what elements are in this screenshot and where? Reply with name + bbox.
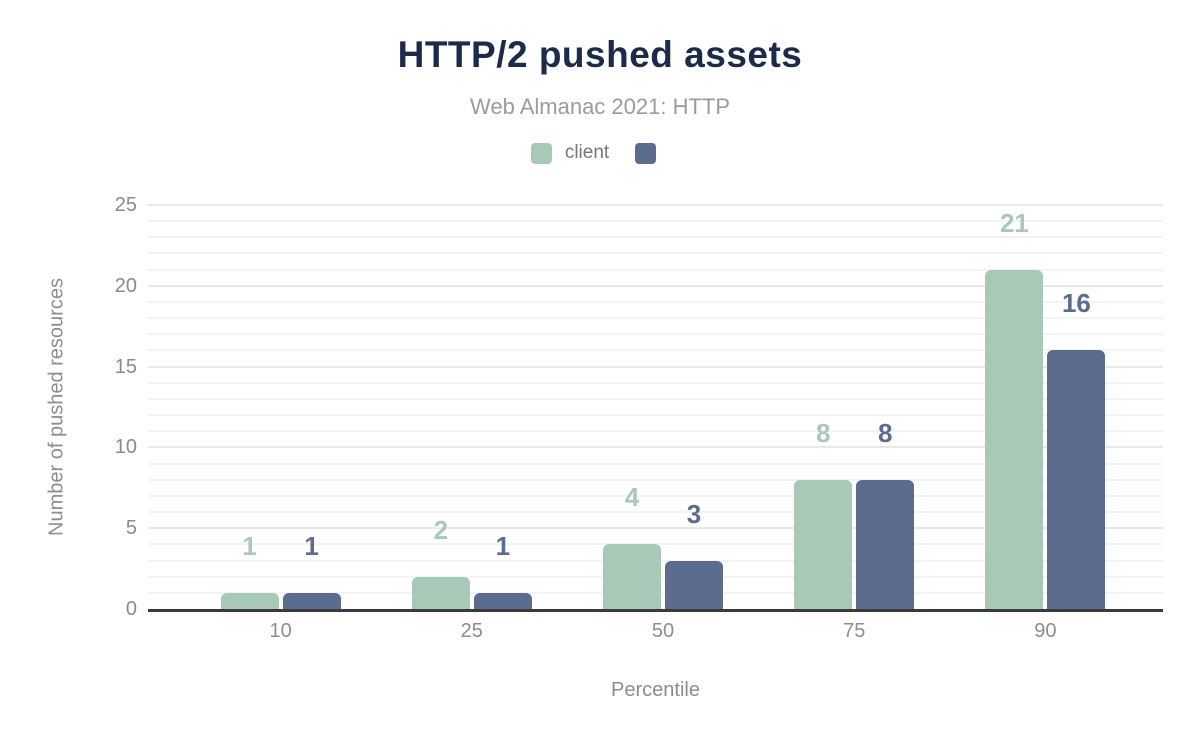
chart-subtitle: Web Almanac 2021: HTTP xyxy=(469,94,731,119)
bar-client-p25[interactable]: 2 xyxy=(411,517,470,609)
bar-groups: 1 1 2 1 4 3 8 8 21 16 xyxy=(185,205,1141,609)
x-axis-category-labels: 10 25 50 75 90 xyxy=(185,620,1141,643)
gridline-minor xyxy=(148,333,1163,336)
bar-value-label: 16 xyxy=(1061,288,1091,319)
x-category-label: 25 xyxy=(460,620,483,642)
legend-swatch xyxy=(530,142,552,164)
y-tick-label: 20 xyxy=(114,274,137,297)
gridline-major xyxy=(148,284,1163,287)
gridline-minor xyxy=(148,430,1163,433)
y-tick-label: 25 xyxy=(114,194,137,216)
bar-value-label: 3 xyxy=(686,498,702,529)
bar-client-p10[interactable]: 1 xyxy=(220,533,279,609)
gridline-major xyxy=(148,527,1163,530)
gridline-minor xyxy=(148,300,1163,303)
x-axis-title: Percentile xyxy=(611,679,700,701)
gridline-major xyxy=(148,365,1163,368)
bar-value-label: 1 xyxy=(495,530,511,561)
gridline-minor xyxy=(148,349,1163,352)
bar-series2-p75[interactable]: 8 xyxy=(856,420,915,609)
gridline-minor xyxy=(148,236,1163,239)
bar-series2-p10[interactable]: 1 xyxy=(282,533,341,609)
x-category-label: 50 xyxy=(651,620,675,642)
gridline-minor xyxy=(148,252,1163,255)
legend-swatch xyxy=(635,142,657,164)
x-category-label: 75 xyxy=(843,620,866,642)
bar-client-p75[interactable]: 8 xyxy=(794,420,853,609)
gridline-minor xyxy=(148,494,1163,497)
chart-title: HTTP/2 pushed assets xyxy=(397,34,803,75)
bar-client-p90[interactable]: 21 xyxy=(985,210,1044,609)
gridline-minor xyxy=(148,381,1163,384)
bar-value-label: 1 xyxy=(242,530,257,561)
gridline-minor xyxy=(148,414,1163,417)
bar-group-90: 21 16 xyxy=(950,205,1141,609)
bar-series2-p90[interactable]: 16 xyxy=(1047,290,1106,609)
y-tick-label: 15 xyxy=(114,355,137,378)
gridline-minor xyxy=(148,220,1163,223)
bar-client-p50[interactable]: 4 xyxy=(603,484,661,609)
gridline-minor xyxy=(148,317,1163,320)
y-tick-label: 10 xyxy=(114,436,137,459)
y-tick-label: 0 xyxy=(125,598,137,620)
bar-series2-p50[interactable]: 3 xyxy=(665,501,723,609)
bar-value-label: 1 xyxy=(304,530,319,561)
bar-value-label: 8 xyxy=(815,417,831,448)
y-tick-label: 5 xyxy=(125,517,137,540)
gridline-minor xyxy=(148,397,1163,400)
gridline-minor xyxy=(148,462,1163,465)
x-category-label: 10 xyxy=(269,620,292,642)
legend-label: client xyxy=(564,142,610,163)
gridline-minor xyxy=(148,478,1163,481)
gridline-minor xyxy=(148,268,1163,271)
y-axis-tick-labels: 0 5 10 15 20 25 xyxy=(0,195,137,619)
bar-value-label: 2 xyxy=(433,514,449,545)
bar-value-label: 4 xyxy=(624,482,640,513)
legend-item-series2[interactable] xyxy=(635,142,669,164)
legend-item-client[interactable]: client xyxy=(530,142,610,164)
bar-value-label: 21 xyxy=(999,207,1029,238)
bar-value-label: 8 xyxy=(877,417,893,448)
bar-series2-p25[interactable]: 1 xyxy=(473,533,532,609)
gridline-major xyxy=(148,446,1163,449)
legend: client xyxy=(0,142,1200,164)
plot-area: 1 1 2 1 4 3 8 8 21 16 xyxy=(148,204,1163,612)
gridline-minor xyxy=(148,511,1163,514)
gridline-major xyxy=(148,204,1163,206)
x-category-label: 90 xyxy=(1034,620,1057,642)
